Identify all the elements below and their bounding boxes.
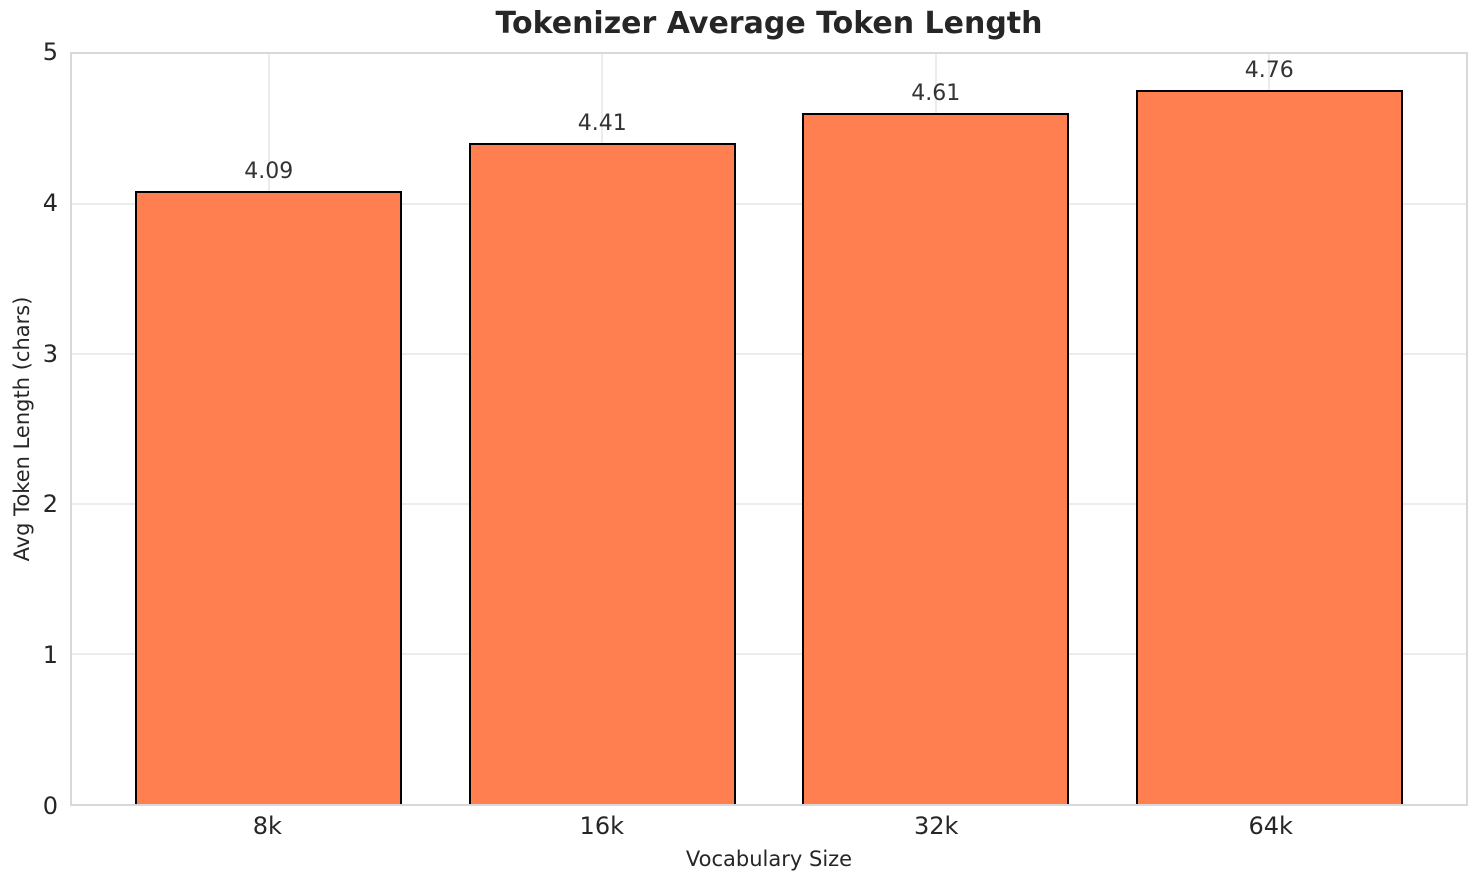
y-tick-label: 2: [42, 490, 58, 519]
bar-value-label: 4.76: [1244, 58, 1294, 83]
plot-area: 4.09 4.41 4.61 4.76: [70, 52, 1468, 806]
x-tick-label: 16k: [579, 812, 624, 840]
bar-64k: [1135, 90, 1403, 804]
y-tick-label: 4: [42, 188, 58, 217]
bar-16k: [468, 142, 736, 804]
gridline-horizontal: [72, 203, 1466, 205]
bar-32k: [802, 112, 1070, 804]
y-tick-label: 1: [42, 641, 58, 670]
x-axis-ticks: 8k 16k 32k 64k: [70, 812, 1468, 844]
gridline-horizontal: [72, 353, 1466, 355]
x-axis-label: Vocabulary Size: [685, 847, 853, 871]
y-axis-ticks: 0 1 2 3 4 5: [0, 38, 58, 820]
gridline-horizontal: [72, 503, 1466, 505]
x-tick-label: 32k: [914, 812, 959, 840]
x-tick-label: 8k: [252, 812, 282, 840]
bar-8k: [135, 190, 403, 804]
gridline-horizontal: [72, 653, 1466, 655]
bar-value-label: 4.41: [577, 110, 627, 136]
chart-title: Tokenizer Average Token Length: [495, 6, 1043, 41]
y-tick-label: 3: [42, 339, 58, 368]
bar-value-label: 4.61: [911, 80, 961, 106]
y-tick-label: 0: [42, 792, 58, 820]
bar-value-label: 4.09: [244, 158, 294, 184]
x-tick-label: 64k: [1248, 812, 1293, 840]
y-tick-label: 5: [42, 38, 58, 66]
